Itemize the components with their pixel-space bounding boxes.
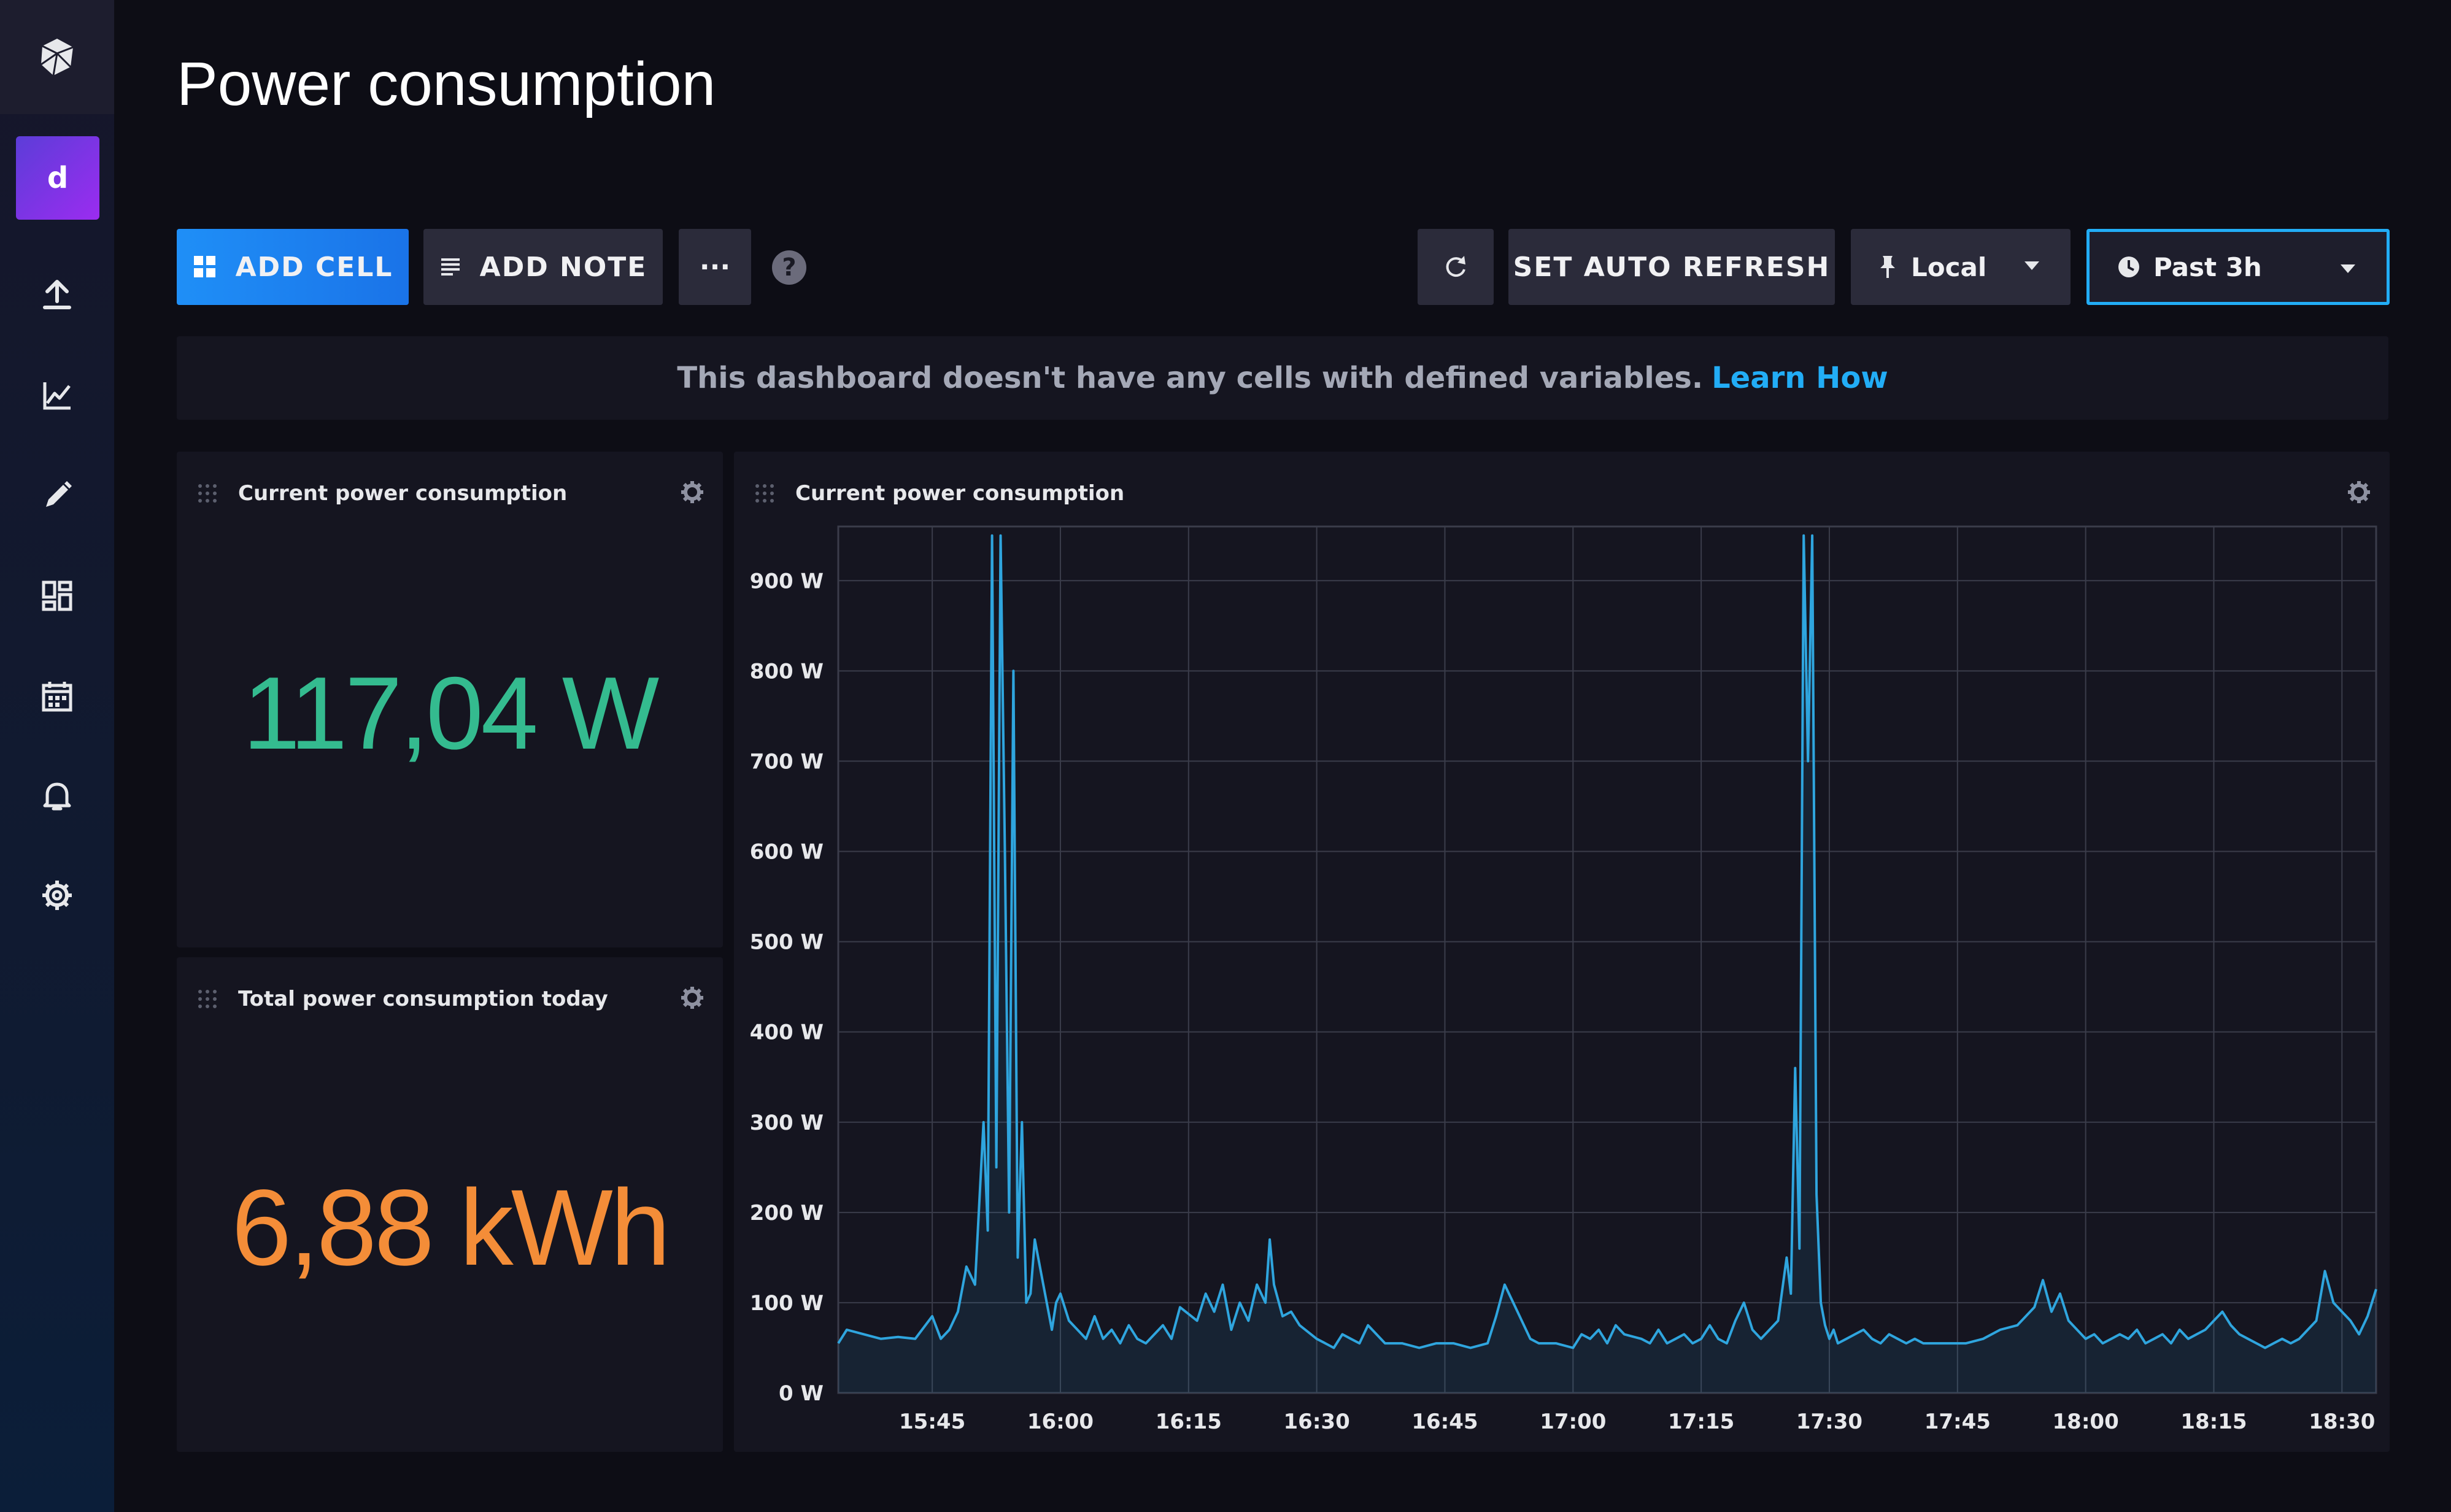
nav-settings[interactable] xyxy=(36,874,79,917)
y-tick-label: 800 W xyxy=(750,659,824,684)
add-note-label: ADD NOTE xyxy=(479,251,647,283)
refresh-button[interactable] xyxy=(1418,229,1494,305)
y-tick-label: 100 W xyxy=(750,1291,824,1316)
upload-data-icon xyxy=(43,280,71,309)
add-cell-button[interactable]: ADD CELL xyxy=(177,229,409,305)
chevron-down-icon xyxy=(2341,264,2355,273)
nav-dashboards[interactable] xyxy=(36,574,79,617)
x-tick-label: 18:30 xyxy=(2309,1410,2375,1434)
x-tick-label: 16:45 xyxy=(1411,1410,1478,1434)
y-tick-label: 300 W xyxy=(750,1111,824,1135)
current-power-value: 117,04 W xyxy=(242,655,660,771)
add-cell-grid-icon xyxy=(193,256,215,277)
x-tick-label: 17:30 xyxy=(1796,1410,1862,1434)
y-tick-label: 700 W xyxy=(750,749,824,774)
x-tick-label: 17:00 xyxy=(1540,1410,1606,1434)
x-tick-label: 16:00 xyxy=(1027,1410,1094,1434)
total-power-value: 6,88 kWh xyxy=(231,1168,670,1288)
drag-handle-icon[interactable] xyxy=(196,988,218,1010)
more-options-button[interactable]: ··· xyxy=(679,229,751,305)
learn-how-link[interactable]: Learn How xyxy=(1712,361,1888,395)
note-lines-icon xyxy=(441,258,460,276)
org-avatar-letter: d xyxy=(47,161,69,195)
help-icon: ? xyxy=(782,253,797,282)
cell-title: Current power consumption xyxy=(238,481,568,506)
time-range-label: Past 3h xyxy=(2153,252,2262,282)
y-tick-label: 500 W xyxy=(750,930,824,955)
more-options-label: ··· xyxy=(699,251,731,283)
org-avatar[interactable]: d xyxy=(16,136,99,220)
nav-notebooks[interactable] xyxy=(36,474,79,517)
cell-gear-icon[interactable] xyxy=(680,480,704,504)
alerts-bell-icon xyxy=(43,782,71,811)
y-tick-label: 400 W xyxy=(750,1020,824,1045)
x-tick-label: 17:45 xyxy=(1924,1410,1991,1434)
cell-gear-icon[interactable] xyxy=(2347,480,2371,504)
page-title: Power consumption xyxy=(177,50,716,118)
series-line xyxy=(837,534,2377,1349)
y-tick-label: 200 W xyxy=(750,1201,824,1225)
x-tick-label: 18:15 xyxy=(2180,1410,2247,1434)
cell-power-graph: Current power consumption 0 W 100 W 200 W 3… xyxy=(734,452,2390,1452)
y-tick-label: 0 W xyxy=(779,1381,824,1406)
time-range-dropdown[interactable]: Past 3h xyxy=(2086,229,2390,305)
add-cell-label: ADD CELL xyxy=(235,251,393,283)
y-tick-label: 600 W xyxy=(750,840,824,865)
timezone-label: Local xyxy=(1911,252,1987,282)
drag-handle-icon[interactable] xyxy=(754,482,776,504)
cell-current-power: Current power consumption 117,04 W xyxy=(177,452,723,947)
x-tick-label: 15:45 xyxy=(899,1410,965,1434)
x-tick-label: 17:15 xyxy=(1668,1410,1734,1434)
cell-title: Total power consumption today xyxy=(238,987,608,1011)
power-line-chart[interactable]: 0 W 100 W 200 W 300 W 400 W 500 W 600 W 700 W 80… xyxy=(734,452,2390,1452)
clock-icon xyxy=(2118,256,2139,277)
x-tick-label: 16:30 xyxy=(1284,1410,1350,1434)
cell-title: Current power consumption xyxy=(795,481,1125,506)
influxdb-logo-icon xyxy=(41,39,74,76)
auto-refresh-label: SET AUTO REFRESH xyxy=(1513,251,1831,283)
notebook-pencil-icon xyxy=(46,481,72,507)
data-explorer-icon xyxy=(43,382,71,410)
help-button[interactable]: ? xyxy=(772,250,806,285)
add-note-button[interactable]: ADD NOTE xyxy=(423,229,663,305)
pin-icon xyxy=(1880,256,1895,278)
y-tick-label: 900 W xyxy=(750,569,824,593)
series-area xyxy=(838,535,2376,1394)
nav-data-explorer[interactable] xyxy=(36,374,79,417)
set-auto-refresh-button[interactable]: SET AUTO REFRESH xyxy=(1508,229,1835,305)
nav-alerts[interactable] xyxy=(36,774,79,817)
cell-gear-icon[interactable] xyxy=(680,986,704,1010)
dashboards-icon xyxy=(42,580,72,611)
sidebar: d xyxy=(0,0,114,1512)
settings-gear-icon xyxy=(42,881,72,910)
tasks-calendar-icon xyxy=(42,682,72,712)
nav-load-data[interactable] xyxy=(36,274,79,317)
nav-tasks[interactable] xyxy=(36,675,79,718)
logo[interactable] xyxy=(0,0,114,114)
drag-handle-icon[interactable] xyxy=(196,482,218,504)
chevron-down-icon xyxy=(2024,261,2039,270)
notice-text: This dashboard doesn't have any cells wi… xyxy=(677,361,1704,395)
x-tick-label: 16:15 xyxy=(1156,1410,1222,1434)
refresh-icon xyxy=(1446,256,1465,277)
variables-notice: This dashboard doesn't have any cells wi… xyxy=(177,336,2388,420)
plot-border xyxy=(837,525,2377,1394)
x-tick-label: 18:00 xyxy=(2053,1410,2119,1434)
cell-total-power: Total power consumption today 6,88 kWh xyxy=(177,957,723,1452)
timezone-dropdown[interactable]: Local xyxy=(1851,229,2071,305)
